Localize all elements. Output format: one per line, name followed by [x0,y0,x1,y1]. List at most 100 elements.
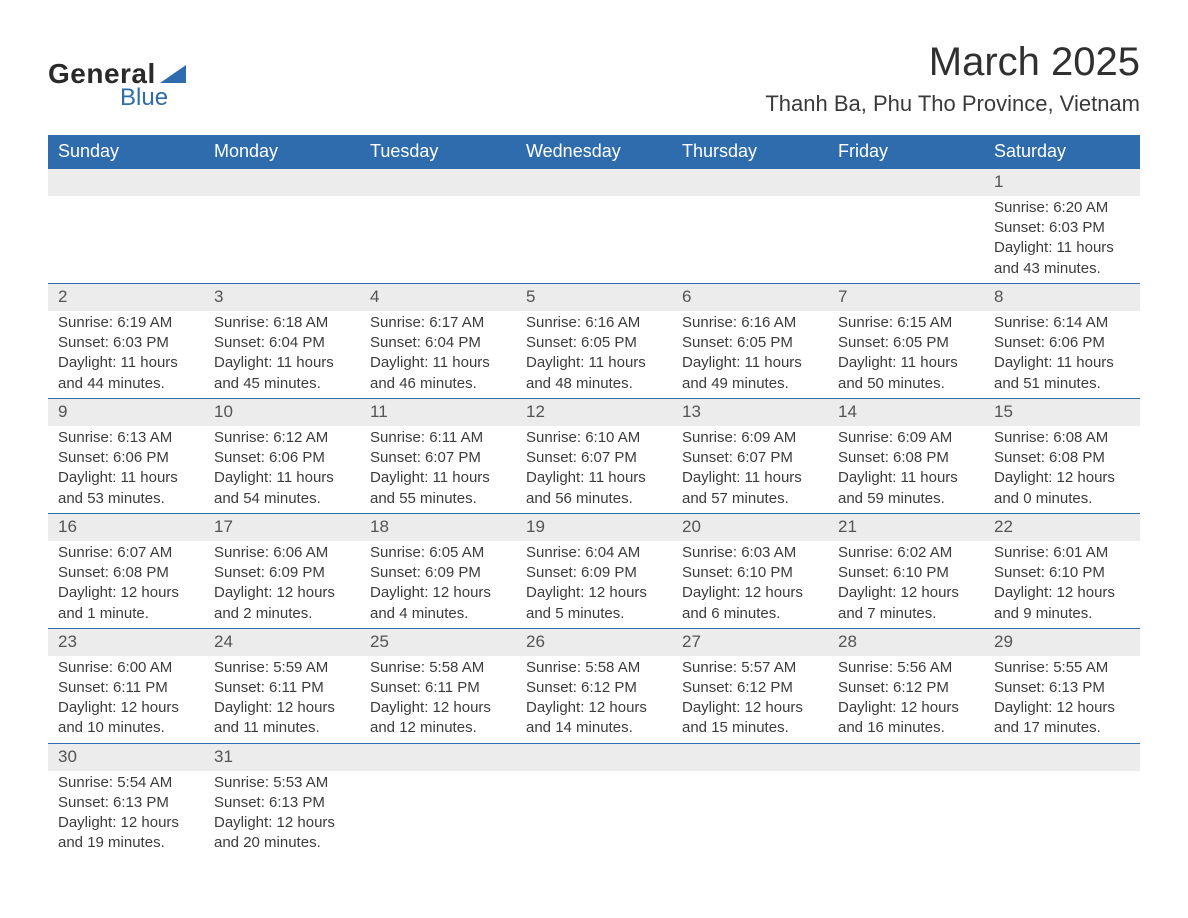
day-number-cell: 19 [516,513,672,540]
sunset-text: Sunset: 6:04 PM [214,333,350,353]
day-detail-cell: Sunrise: 6:10 AMSunset: 6:07 PMDaylight:… [516,426,672,514]
sunset-text: Sunset: 6:05 PM [526,333,662,353]
daylight-text-line2: and 2 minutes. [214,604,350,624]
day-detail-cell [516,771,672,858]
day-number-cell: 28 [828,628,984,655]
day-number-cell: 15 [984,398,1140,425]
sunset-text: Sunset: 6:11 PM [370,678,506,698]
daylight-text-line2: and 51 minutes. [994,374,1130,394]
sunrise-text: Sunrise: 6:04 AM [526,543,662,563]
day-detail-cell: Sunrise: 5:55 AMSunset: 6:13 PMDaylight:… [984,656,1140,744]
day-number-cell: 17 [204,513,360,540]
daylight-text-line2: and 49 minutes. [682,374,818,394]
day-number-cell [360,743,516,770]
day-number-cell: 29 [984,628,1140,655]
day-detail-row: Sunrise: 6:07 AMSunset: 6:08 PMDaylight:… [48,541,1140,629]
day-number-cell: 8 [984,283,1140,310]
daylight-text-line2: and 43 minutes. [994,259,1130,279]
day-number-cell: 2 [48,283,204,310]
weekday-header: Wednesday [516,135,672,169]
sunset-text: Sunset: 6:10 PM [682,563,818,583]
daylight-text-line1: Daylight: 12 hours [682,698,818,718]
daylight-text-line1: Daylight: 12 hours [58,583,194,603]
daylight-text-line2: and 14 minutes. [526,718,662,738]
day-number-cell [204,169,360,196]
daylight-text-line1: Daylight: 12 hours [214,698,350,718]
day-detail-cell: Sunrise: 5:58 AMSunset: 6:12 PMDaylight:… [516,656,672,744]
day-detail-cell: Sunrise: 6:20 AMSunset: 6:03 PMDaylight:… [984,196,1140,284]
sunset-text: Sunset: 6:03 PM [994,218,1130,238]
day-detail-cell: Sunrise: 6:08 AMSunset: 6:08 PMDaylight:… [984,426,1140,514]
day-number-row: 1 [48,169,1140,196]
sunrise-text: Sunrise: 6:15 AM [838,313,974,333]
sunrise-text: Sunrise: 5:55 AM [994,658,1130,678]
day-number-cell: 11 [360,398,516,425]
sunrise-text: Sunrise: 6:09 AM [838,428,974,448]
sunrise-text: Sunrise: 6:05 AM [370,543,506,563]
sunrise-text: Sunrise: 6:03 AM [682,543,818,563]
sunset-text: Sunset: 6:08 PM [994,448,1130,468]
logo-triangle-icon [160,65,186,83]
day-number-cell: 9 [48,398,204,425]
daylight-text-line2: and 6 minutes. [682,604,818,624]
daylight-text-line1: Daylight: 11 hours [682,353,818,373]
sunset-text: Sunset: 6:07 PM [370,448,506,468]
day-detail-cell: Sunrise: 6:11 AMSunset: 6:07 PMDaylight:… [360,426,516,514]
day-detail-cell [828,771,984,858]
sunrise-text: Sunrise: 6:08 AM [994,428,1130,448]
day-number-cell: 10 [204,398,360,425]
day-detail-cell: Sunrise: 6:07 AMSunset: 6:08 PMDaylight:… [48,541,204,629]
day-detail-row: Sunrise: 6:20 AMSunset: 6:03 PMDaylight:… [48,196,1140,284]
daylight-text-line2: and 0 minutes. [994,489,1130,509]
sunset-text: Sunset: 6:07 PM [682,448,818,468]
sunrise-text: Sunrise: 5:58 AM [526,658,662,678]
sunrise-text: Sunrise: 5:54 AM [58,773,194,793]
logo: General Blue [48,40,186,112]
sunset-text: Sunset: 6:06 PM [214,448,350,468]
day-detail-cell: Sunrise: 6:14 AMSunset: 6:06 PMDaylight:… [984,311,1140,399]
day-number-row: 3031 [48,743,1140,770]
daylight-text-line1: Daylight: 12 hours [58,813,194,833]
sunrise-text: Sunrise: 6:17 AM [370,313,506,333]
day-detail-cell: Sunrise: 5:54 AMSunset: 6:13 PMDaylight:… [48,771,204,858]
sunrise-text: Sunrise: 6:12 AM [214,428,350,448]
day-number-cell: 16 [48,513,204,540]
daylight-text-line1: Daylight: 11 hours [214,468,350,488]
daylight-text-line1: Daylight: 12 hours [370,698,506,718]
sunset-text: Sunset: 6:12 PM [838,678,974,698]
day-detail-cell [360,196,516,284]
sunrise-text: Sunrise: 6:11 AM [370,428,506,448]
sunset-text: Sunset: 6:04 PM [370,333,506,353]
day-detail-cell: Sunrise: 6:09 AMSunset: 6:07 PMDaylight:… [672,426,828,514]
daylight-text-line1: Daylight: 11 hours [682,468,818,488]
daylight-text-line2: and 20 minutes. [214,833,350,853]
daylight-text-line2: and 19 minutes. [58,833,194,853]
sunset-text: Sunset: 6:05 PM [838,333,974,353]
daylight-text-line1: Daylight: 12 hours [994,468,1130,488]
day-number-cell: 13 [672,398,828,425]
day-number-cell: 23 [48,628,204,655]
day-detail-cell: Sunrise: 6:16 AMSunset: 6:05 PMDaylight:… [516,311,672,399]
daylight-text-line2: and 44 minutes. [58,374,194,394]
daylight-text-line1: Daylight: 11 hours [838,353,974,373]
day-number-cell [360,169,516,196]
day-number-cell [672,169,828,196]
sunrise-text: Sunrise: 6:02 AM [838,543,974,563]
sunset-text: Sunset: 6:08 PM [838,448,974,468]
day-detail-cell: Sunrise: 5:58 AMSunset: 6:11 PMDaylight:… [360,656,516,744]
daylight-text-line2: and 55 minutes. [370,489,506,509]
day-detail-cell: Sunrise: 6:06 AMSunset: 6:09 PMDaylight:… [204,541,360,629]
daylight-text-line1: Daylight: 11 hours [58,353,194,373]
day-detail-row: Sunrise: 6:13 AMSunset: 6:06 PMDaylight:… [48,426,1140,514]
daylight-text-line2: and 12 minutes. [370,718,506,738]
day-detail-cell [516,196,672,284]
sunset-text: Sunset: 6:09 PM [526,563,662,583]
day-number-cell [48,169,204,196]
sunset-text: Sunset: 6:09 PM [214,563,350,583]
daylight-text-line2: and 59 minutes. [838,489,974,509]
day-number-cell: 14 [828,398,984,425]
day-number-cell [828,169,984,196]
day-number-cell: 22 [984,513,1140,540]
sunset-text: Sunset: 6:09 PM [370,563,506,583]
daylight-text-line2: and 53 minutes. [58,489,194,509]
